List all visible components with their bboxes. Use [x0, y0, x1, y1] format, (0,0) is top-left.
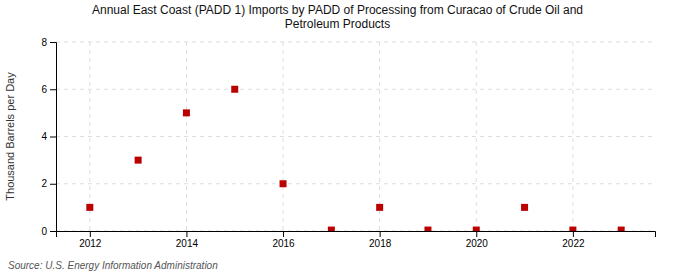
x-axis-tick-mark [380, 231, 381, 237]
x-axis-tick: 2016 [272, 231, 295, 249]
y-axis-tick: 4 [41, 131, 56, 142]
y-grid-line [56, 183, 655, 184]
x-axis-tick-mark [476, 231, 477, 237]
y-grid-line [56, 136, 655, 137]
x-axis-tick-label: 2016 [272, 238, 295, 249]
y-axis-tick-label: 2 [41, 178, 47, 189]
x-axis-tick-mark [573, 231, 574, 237]
x-axis-tick-label: 2022 [562, 238, 585, 249]
x-axis-tick: 2020 [466, 231, 489, 249]
y-axis-tick-mark [50, 42, 56, 43]
y-axis-tick-label: 8 [41, 37, 47, 48]
point [618, 227, 625, 231]
source: Source: U.S. Energy Information Administ… [8, 260, 218, 271]
x-axis-tick-mark [90, 231, 91, 237]
x-axis-tick-mark [186, 231, 187, 237]
x-axis-tick: 2022 [562, 231, 585, 249]
x-axis-tick-label: 2014 [176, 238, 199, 249]
y-axis-tick: 2 [41, 178, 56, 189]
y-axis-tick-label: 4 [41, 131, 47, 142]
point [376, 204, 383, 211]
x-axis-tick-label: 2018 [369, 238, 392, 249]
grid [56, 42, 655, 231]
point [135, 157, 142, 164]
y-axis-tick: 8 [41, 37, 56, 48]
y-axis-tick-label: 0 [41, 226, 47, 237]
y-axis-tick-label: 6 [41, 84, 47, 95]
point [280, 180, 287, 187]
y-grid-line [56, 42, 655, 43]
x-grid-line [572, 42, 573, 231]
x-grid-line [476, 42, 477, 231]
y-axis-tick-mark [50, 89, 56, 90]
y-axis-title: Thousand Barrels per Day [4, 72, 16, 201]
plot: 2012 2014 2016 2018 2020 2022 0 2 4 6 8 [41, 37, 655, 249]
chart: 2012 2014 2016 2018 2020 2022 0 2 4 6 8 Annual East… [0, 0, 675, 275]
y-axis-line [50, 43, 57, 232]
y-axis: 0 2 4 6 8 [41, 37, 56, 237]
point [183, 109, 190, 116]
y-axis-tick: 6 [41, 84, 56, 95]
x-axis-tick-mark [283, 231, 284, 237]
point [424, 227, 431, 231]
y-axis-tick-mark [50, 137, 56, 138]
point [86, 204, 93, 211]
x-axis-tick: 2014 [176, 231, 199, 249]
x-grid-line [89, 42, 90, 231]
x-grid-line [186, 42, 187, 231]
x-axis-tick-label: 2012 [79, 238, 102, 249]
x-axis: 2012 2014 2016 2018 2020 2022 [57, 231, 656, 249]
point [473, 227, 480, 231]
x-grid-line [379, 42, 380, 231]
point [569, 227, 576, 231]
x-axis-tick: 2012 [79, 231, 102, 249]
y-axis-tick-mark [50, 231, 56, 232]
y-axis-tick: 0 [41, 226, 56, 237]
x-axis-tick: 2018 [369, 231, 392, 249]
x-axis-tick-label: 2020 [466, 238, 489, 249]
x-grid-line [283, 42, 284, 231]
title: Annual East Coast (PADD 1) Imports by PA… [92, 3, 583, 31]
point [231, 86, 238, 93]
point [521, 204, 528, 211]
y-axis-tick-mark [50, 184, 56, 185]
y-grid-line [56, 89, 655, 90]
x-axis-line [57, 232, 656, 238]
points [86, 86, 624, 231]
point [328, 227, 335, 231]
